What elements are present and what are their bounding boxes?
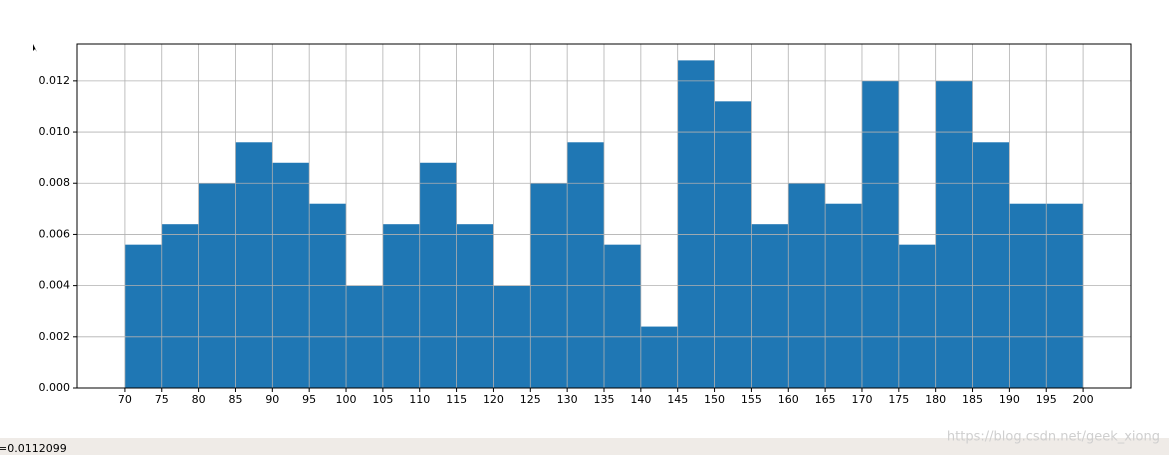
y-tick-label: 0.000 [39, 381, 71, 394]
bar [235, 142, 273, 388]
y-tick-label: 0.004 [39, 279, 71, 292]
x-tick-label: 130 [557, 393, 578, 406]
x-tick-label: 125 [520, 393, 541, 406]
x-tick-label: 170 [851, 393, 872, 406]
x-tick-label: 160 [778, 393, 799, 406]
x-tick-label: 110 [409, 393, 430, 406]
x-tick-label: 180 [925, 393, 946, 406]
bar [751, 224, 789, 388]
x-tick-label: 175 [888, 393, 909, 406]
x-tick-label: 150 [704, 393, 725, 406]
bar [640, 326, 678, 388]
y-tick-label: 0.008 [39, 176, 71, 189]
x-tick-label: 200 [1073, 393, 1094, 406]
x-tick-label: 165 [815, 393, 836, 406]
bar [604, 244, 641, 388]
x-tick-label: 185 [962, 393, 983, 406]
x-tick-label: 75 [155, 393, 169, 406]
bar [1046, 203, 1084, 388]
x-tick-label: 155 [741, 393, 762, 406]
x-tick-label: 100 [336, 393, 357, 406]
y-tick-label: 0.012 [39, 74, 71, 87]
status-bar [0, 438, 1169, 455]
bar [972, 142, 1010, 388]
bar [1009, 203, 1047, 388]
status-text: =0.0112099 [0, 442, 67, 455]
bar [382, 224, 420, 388]
y-tick-label: 0.010 [39, 125, 71, 138]
bar [419, 162, 457, 388]
bar [456, 224, 494, 388]
x-tick-label: 140 [630, 393, 651, 406]
x-tick-label: 70 [118, 393, 132, 406]
bar [714, 101, 752, 388]
x-tick-label: 190 [999, 393, 1020, 406]
x-tick-label: 80 [192, 393, 206, 406]
bar [309, 203, 347, 388]
x-tick-label: 135 [594, 393, 615, 406]
bar [567, 142, 604, 388]
bar [124, 244, 162, 388]
x-tick-label: 115 [446, 393, 467, 406]
bar [898, 244, 936, 388]
x-tick-label: 195 [1036, 393, 1057, 406]
bar [272, 162, 310, 388]
x-tick-label: 95 [302, 393, 316, 406]
x-tick-label: 90 [265, 393, 279, 406]
watermark: https://blog.csdn.net/geek_xiong [947, 430, 1160, 445]
mouse-cursor [33, 44, 37, 52]
plot-frame [76, 43, 1132, 389]
bar [825, 203, 862, 388]
y-tick-label: 0.006 [39, 227, 71, 240]
y-tick-label: 0.002 [39, 330, 71, 343]
bar [161, 224, 199, 388]
x-tick-label: 145 [667, 393, 688, 406]
x-tick-label: 120 [483, 393, 504, 406]
x-tick-label: 85 [228, 393, 242, 406]
x-tick-label: 105 [372, 393, 393, 406]
bar [677, 60, 715, 388]
